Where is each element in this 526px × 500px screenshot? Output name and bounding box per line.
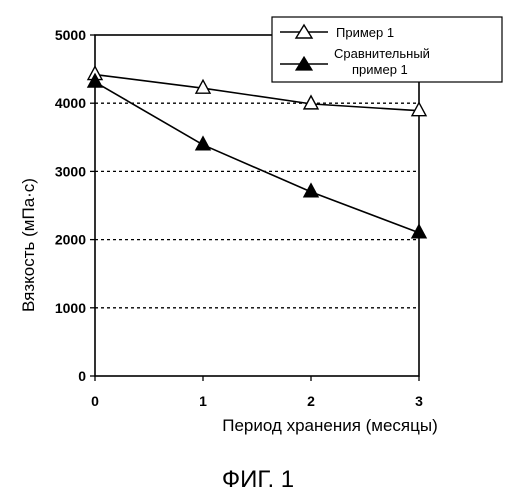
figure-caption: ФИГ. 1	[222, 466, 294, 493]
legend-label-series-2-line-2: пример 1	[352, 62, 408, 77]
y-tick-label-5: 5000	[55, 27, 86, 43]
legend: Пример 1 Сравнительный пример 1	[272, 17, 502, 82]
x-tick-label-0: 0	[91, 393, 99, 409]
x-axis-title: Период хранения (месяцы)	[222, 416, 438, 435]
x-tick-label-1: 1	[199, 393, 207, 409]
y-tick-label-2: 2000	[55, 232, 86, 248]
y-tick-label-0: 0	[78, 368, 86, 384]
y-tick-label-1: 1000	[55, 300, 86, 316]
y-tick-label-3: 3000	[55, 163, 86, 179]
legend-label-series-2-line-1: Сравнительный	[334, 46, 430, 61]
legend-label-series-1: Пример 1	[336, 25, 394, 40]
x-tick-label-3: 3	[415, 393, 423, 409]
y-tick-label-4: 4000	[55, 95, 86, 111]
x-tick-label-2: 2	[307, 393, 315, 409]
y-axis-title: Вязкость (мПа·с)	[19, 178, 38, 312]
